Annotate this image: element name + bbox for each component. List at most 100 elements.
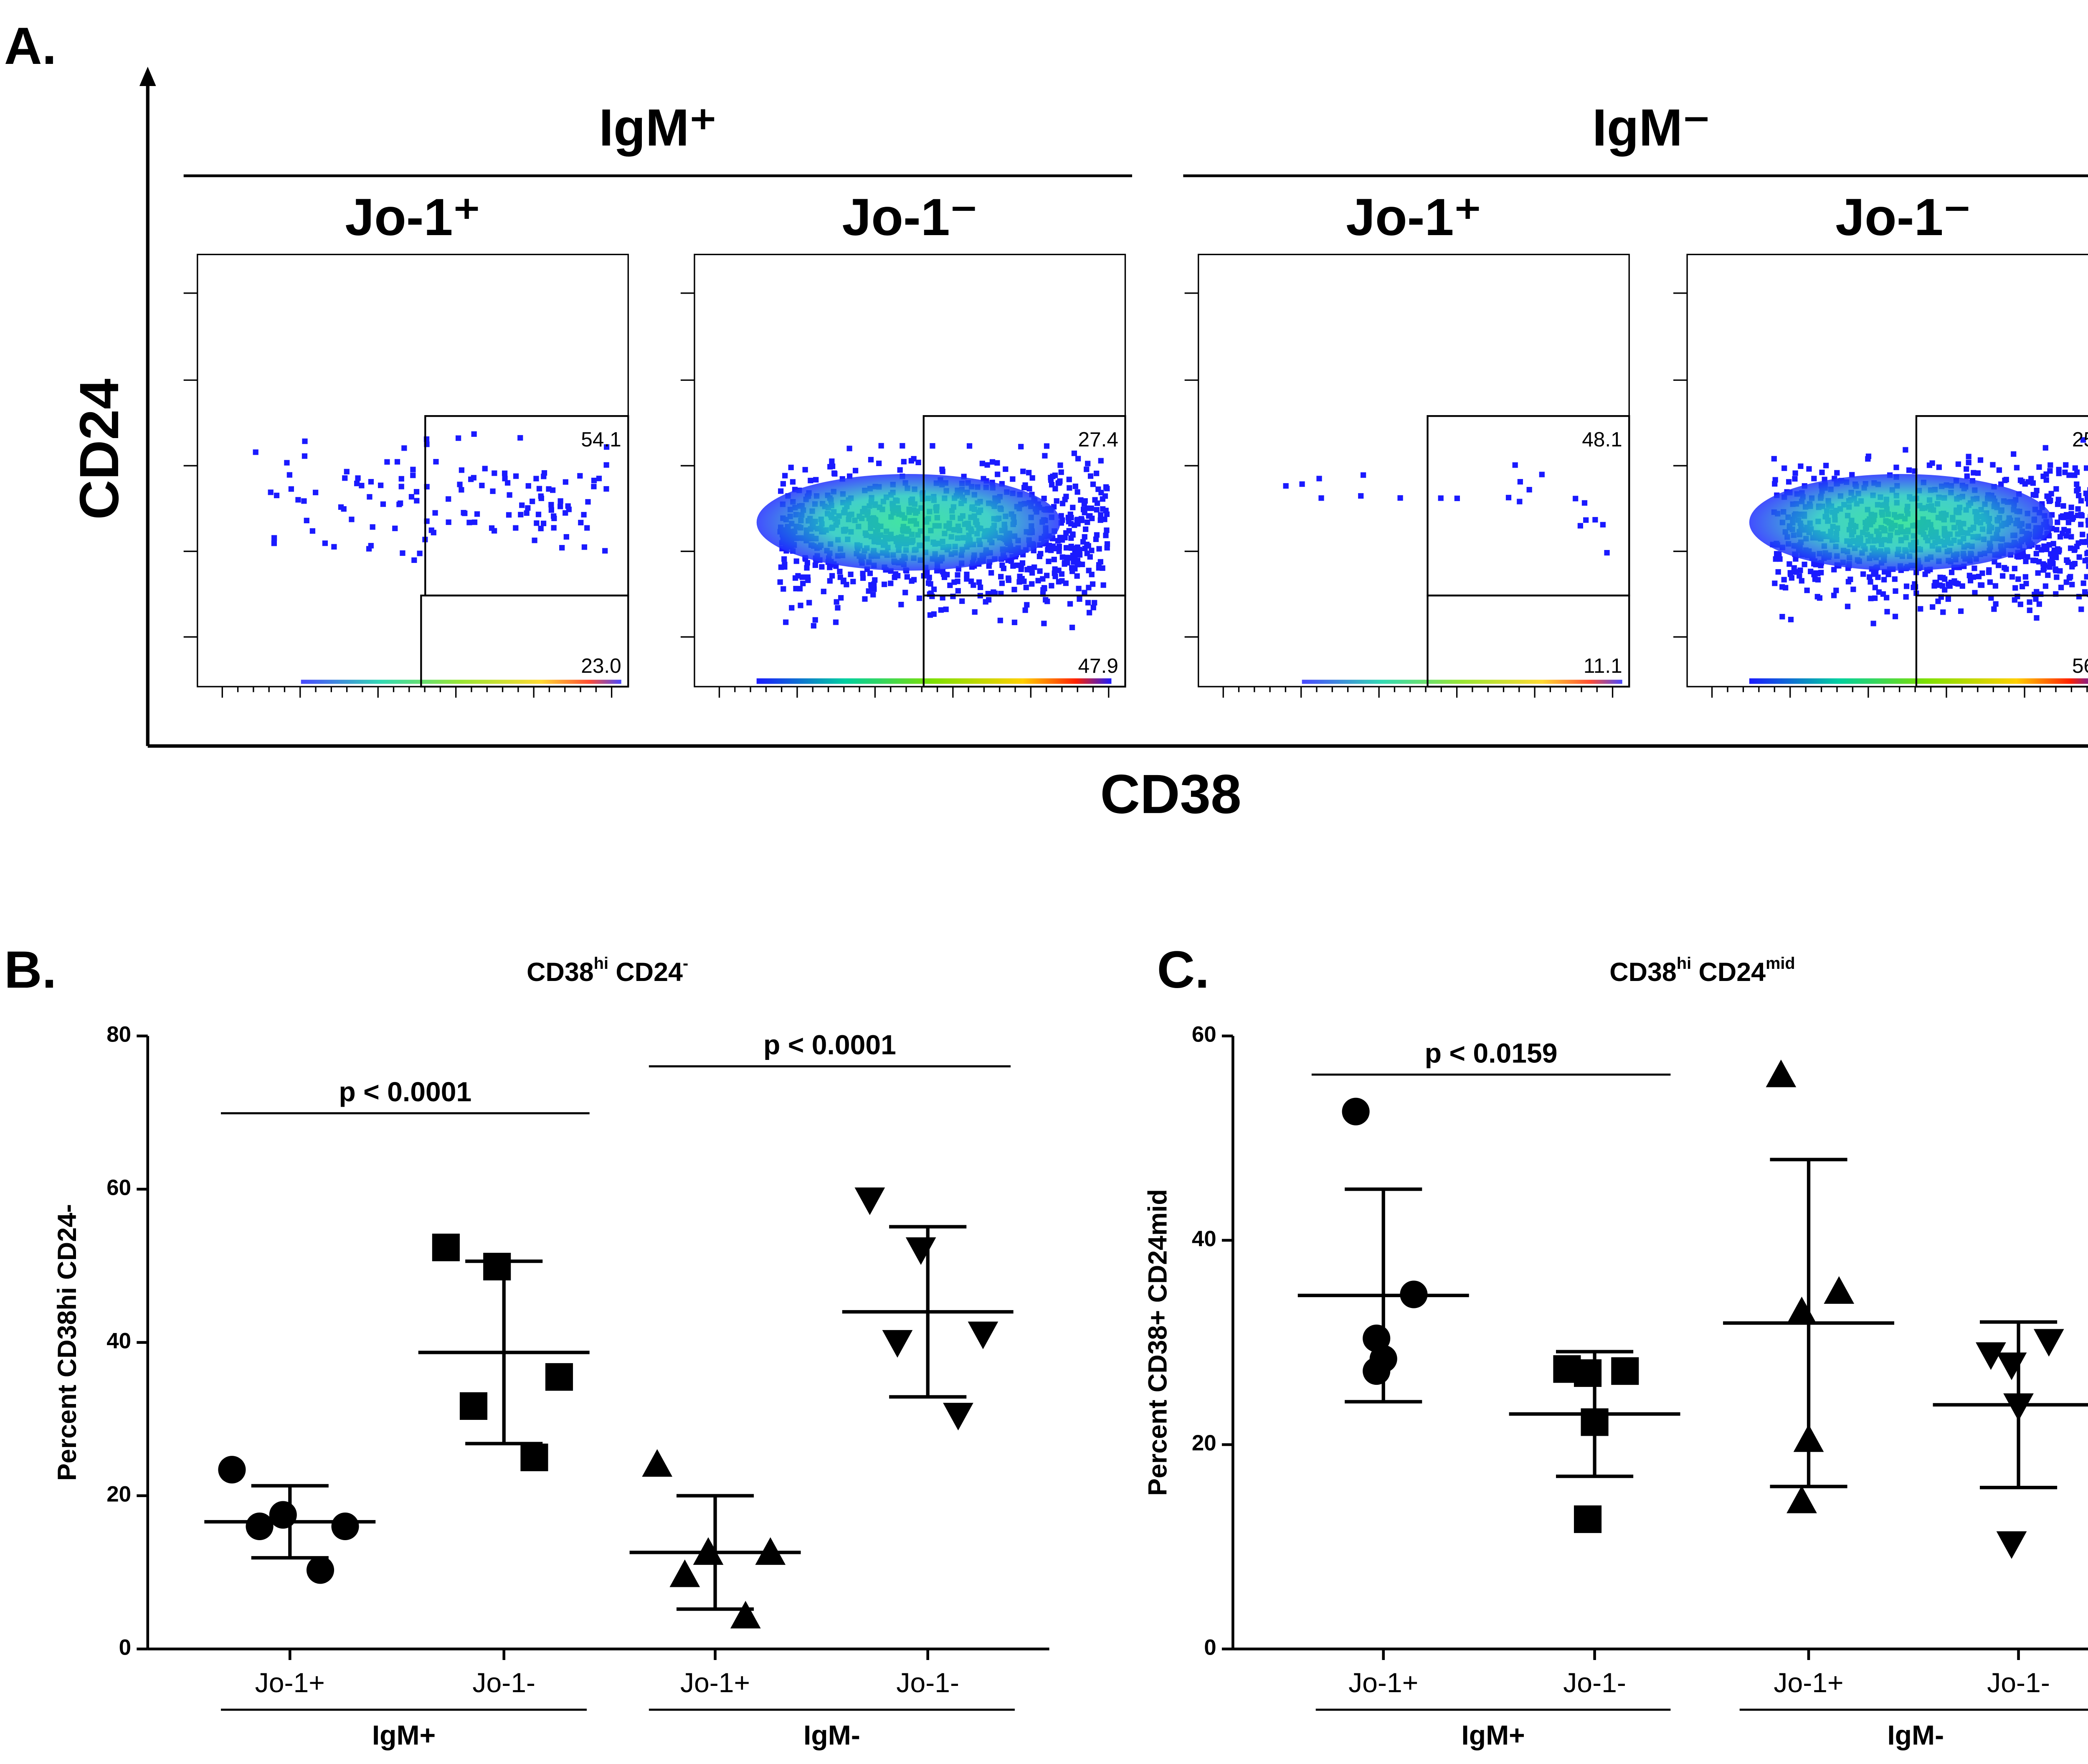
event-dot (1046, 558, 1052, 564)
event-dot (804, 565, 810, 571)
event-dot (1316, 476, 1322, 482)
event-dot (1063, 530, 1069, 536)
data-point (459, 1392, 488, 1420)
event-dot (1052, 573, 1058, 579)
chart-title: CD38hi CD24- (527, 954, 688, 986)
event-dot (2027, 599, 2032, 605)
p-value: p < 0.0001 (763, 1030, 896, 1061)
event-dot (846, 473, 853, 479)
event-dot (978, 584, 983, 590)
event-dot (1089, 547, 1095, 553)
event-dot (2069, 582, 2075, 588)
event-dot (2043, 471, 2049, 477)
event-dot (367, 494, 372, 500)
event-dot (1096, 546, 1102, 552)
event-dot (790, 479, 796, 485)
data-point (1976, 1342, 2006, 1370)
event-dot (557, 498, 563, 504)
y-tick-label: 0 (1204, 1635, 1216, 1660)
event-dot (302, 453, 308, 459)
plot-frame (1686, 253, 2088, 687)
event-dot (1922, 571, 1928, 577)
event-dot (793, 558, 799, 564)
event-dot (1072, 553, 1078, 559)
event-dot (2068, 545, 2074, 551)
event-dot (1823, 463, 1829, 469)
event-dot (1067, 601, 1073, 607)
event-dot (1977, 457, 1984, 463)
data-point (331, 1512, 359, 1541)
event-dot (1070, 545, 1076, 551)
gate-value: 25.5 (2072, 428, 2088, 451)
event-dot (1949, 569, 1955, 575)
event-dot (998, 574, 1004, 580)
event-dot (2034, 589, 2040, 595)
event-dot (1831, 567, 1837, 573)
y-tick-label: 40 (106, 1329, 131, 1353)
event-dot (833, 619, 839, 625)
title-part: - (683, 954, 688, 973)
event-dot (2085, 517, 2088, 524)
event-dot (1044, 598, 1050, 604)
event-dot (602, 548, 608, 554)
event-dot (474, 511, 480, 517)
event-dot (2054, 527, 2060, 533)
event-dot (368, 479, 374, 485)
event-dot (853, 468, 859, 474)
event-dot (1064, 555, 1070, 560)
event-dot (380, 501, 386, 507)
event-dot (1986, 569, 1992, 575)
event-dot (1085, 519, 1090, 525)
event-dot (1517, 479, 1523, 485)
event-dot (1104, 486, 1110, 492)
event-dot (1786, 561, 1792, 567)
panel-label: A. (4, 16, 57, 75)
event-dot (1100, 582, 1106, 588)
event-dot (2068, 504, 2074, 510)
event-dot (536, 486, 542, 492)
data-point (755, 1537, 786, 1565)
gate-value: 47.9 (1078, 654, 1118, 677)
event-dot (1098, 512, 1104, 518)
event-dot (417, 550, 423, 556)
event-dot (1517, 499, 1523, 504)
event-dot (1031, 564, 1037, 570)
event-dot (2062, 469, 2068, 475)
event-dot (479, 482, 485, 489)
event-dot (972, 609, 978, 615)
event-dot (793, 585, 799, 592)
event-dot (2035, 545, 2041, 550)
event-dot (2064, 557, 2070, 563)
x-tick-label: Jo-1- (472, 1668, 535, 1698)
event-dot (1936, 464, 1942, 470)
event-dot (1903, 583, 1910, 589)
event-dot (1868, 596, 1874, 601)
event-dot (482, 466, 488, 471)
event-dot (551, 525, 557, 531)
event-dot (1018, 563, 1024, 569)
event-dot (2084, 539, 2088, 545)
p-value: p < 0.0159 (1425, 1038, 1558, 1069)
data-point (1342, 1097, 1370, 1125)
data-point (1996, 1531, 2027, 1559)
event-dot (1063, 494, 1069, 499)
event-dot (502, 470, 508, 476)
event-dot (782, 564, 788, 570)
event-dot (2022, 574, 2029, 580)
event-dot (1798, 463, 1804, 469)
event-dot (1872, 585, 1878, 591)
event-dot (1085, 543, 1091, 549)
data-point (905, 1237, 936, 1265)
event-dot (1933, 580, 1939, 585)
event-dot (2014, 465, 2020, 471)
event-dot (384, 459, 390, 465)
title-part: CD38 (527, 957, 594, 986)
x-tick-label: Jo-1- (896, 1668, 959, 1698)
gate-value: 48.1 (1582, 428, 1622, 451)
event-dot (1075, 456, 1081, 461)
event-dot (1041, 621, 1047, 626)
event-dot (1098, 458, 1104, 464)
event-dot (902, 590, 908, 596)
event-dot (2011, 451, 2017, 457)
event-dot (1996, 563, 2002, 568)
